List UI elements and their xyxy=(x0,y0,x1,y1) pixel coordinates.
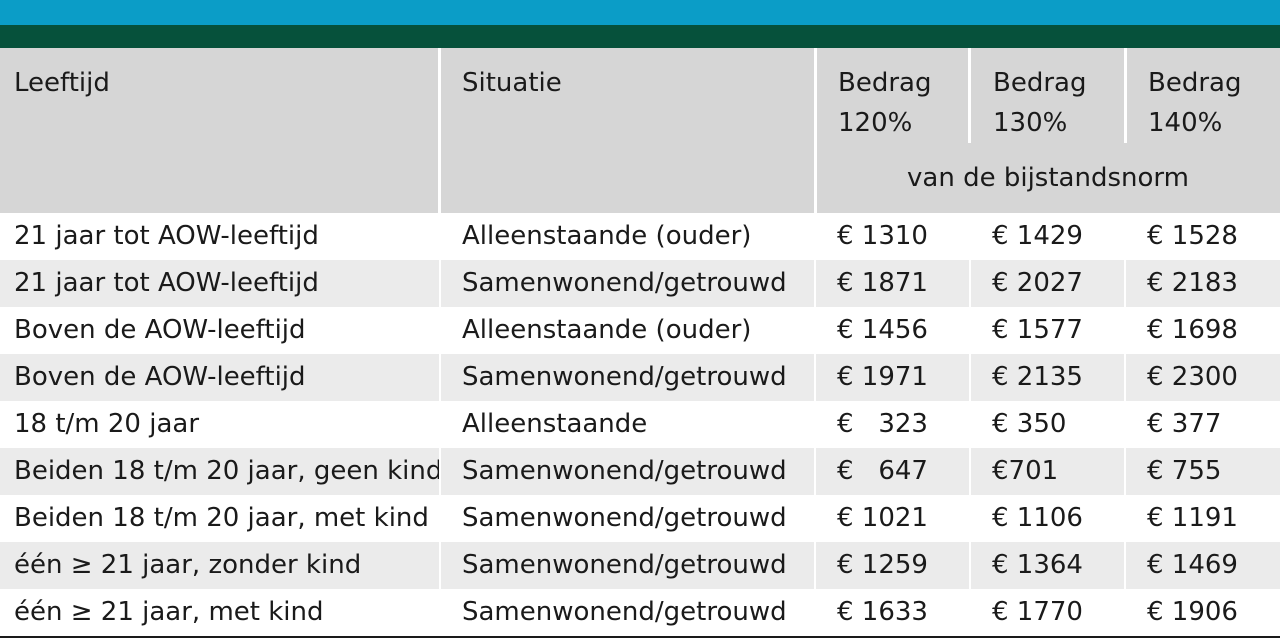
header-divider xyxy=(438,48,441,213)
cell-amount-130: € 2135 xyxy=(969,354,1125,401)
cell-situation: Alleenstaande (ouder) xyxy=(439,213,815,260)
cell-amount-130: € 2027 xyxy=(969,260,1125,307)
cell-age: Beiden 18 t/m 20 jaar, met kind xyxy=(14,503,429,533)
header-amount-percent: 130% xyxy=(993,108,1068,138)
table-bottom-rule xyxy=(0,636,1280,638)
cell-amount-120: € 1259 xyxy=(814,542,970,589)
cell-age: 18 t/m 20 jaar xyxy=(14,409,200,439)
cell-amount-120: € 647 xyxy=(814,448,970,495)
header-divider xyxy=(1124,48,1127,143)
table-row: Beiden 18 t/m 20 jaar, met kind Samenwon… xyxy=(0,495,1280,542)
cell-amount-130: € 1429 xyxy=(969,213,1125,260)
cell-age: één ≥ 21 jaar, zonder kind xyxy=(0,542,440,589)
cell-age: Beiden 18 t/m 20 jaar, geen kind xyxy=(0,448,440,495)
cell-age: Boven de AOW-leeftijd xyxy=(14,315,306,345)
cell-age: Boven de AOW-leeftijd xyxy=(0,354,440,401)
table-row: 21 jaar tot AOW-leeftijd Alleenstaande (… xyxy=(0,213,1280,260)
header-situation: Situatie xyxy=(462,68,562,98)
cell-situation: Alleenstaande (ouder) xyxy=(439,307,815,354)
cell-amount-130: € 1577 xyxy=(969,307,1125,354)
cell-situation: Samenwonend/getrouwd xyxy=(439,354,815,401)
cell-situation: Alleenstaande xyxy=(439,401,815,448)
cell-situation: Samenwonend/getrouwd xyxy=(439,448,815,495)
cell-amount-120: € 1971 xyxy=(814,354,970,401)
cell-situation: Samenwonend/getrouwd xyxy=(439,495,815,542)
cell-amount-130: € 350 xyxy=(969,401,1125,448)
cell-age: 21 jaar tot AOW-leeftijd xyxy=(14,221,319,251)
table-row: Beiden 18 t/m 20 jaar, geen kind Samenwo… xyxy=(0,448,1280,495)
benefits-table: 21 jaar tot AOW-leeftijd Alleenstaande (… xyxy=(0,213,1280,636)
cell-amount-120: € 323 xyxy=(814,401,970,448)
header-norm-label: van de bijstandsnorm xyxy=(907,163,1189,193)
header-divider xyxy=(814,48,817,213)
cell-age: 21 jaar tot AOW-leeftijd xyxy=(0,260,440,307)
header-amount-130: Bedrag 130% xyxy=(993,63,1086,143)
header-amount-percent: 120% xyxy=(838,108,913,138)
cell-amount-140: € 1906 xyxy=(1124,589,1280,636)
header-amount-label: Bedrag xyxy=(993,68,1087,98)
header-age: Leeftijd xyxy=(14,68,110,98)
header-amount-percent: 140% xyxy=(1148,108,1223,138)
cell-amount-130: € 1364 xyxy=(969,542,1125,589)
table-header: Leeftijd Situatie Bedrag 120% Bedrag 130… xyxy=(0,48,1280,213)
cell-amount-140: € 1191 xyxy=(1124,495,1280,542)
cell-situation: Samenwonend/getrouwd xyxy=(439,542,815,589)
cell-amount-140: € 1469 xyxy=(1124,542,1280,589)
cell-amount-120: € 1021 xyxy=(814,495,970,542)
table-row: Boven de AOW-leeftijd Alleenstaande (oud… xyxy=(0,307,1280,354)
cell-amount-120: € 1456 xyxy=(814,307,970,354)
table-row: 21 jaar tot AOW-leeftijd Samenwonend/get… xyxy=(0,260,1280,307)
cell-amount-140: € 2183 xyxy=(1124,260,1280,307)
header-amount-140: Bedrag 140% xyxy=(1148,63,1241,143)
cell-amount-130: € 1106 xyxy=(969,495,1125,542)
cell-amount-130: € 1770 xyxy=(969,589,1125,636)
table-row: één ≥ 21 jaar, zonder kind Samenwonend/g… xyxy=(0,542,1280,589)
cell-amount-120: € 1871 xyxy=(814,260,970,307)
cell-amount-130: €701 xyxy=(969,448,1125,495)
header-amount-label: Bedrag xyxy=(1148,68,1242,98)
table-row: 18 t/m 20 jaar Alleenstaande € 323 € 350… xyxy=(0,401,1280,448)
cell-age: één ≥ 21 jaar, met kind xyxy=(14,597,324,627)
cell-amount-140: € 2300 xyxy=(1124,354,1280,401)
cell-amount-120: € 1310 xyxy=(814,213,970,260)
cell-amount-140: € 1528 xyxy=(1124,213,1280,260)
cell-amount-140: € 755 xyxy=(1124,448,1280,495)
top-green-bar xyxy=(0,25,1280,48)
header-divider xyxy=(968,48,971,143)
cell-situation: Samenwonend/getrouwd xyxy=(439,260,815,307)
cell-amount-140: € 1698 xyxy=(1124,307,1280,354)
table-row: Boven de AOW-leeftijd Samenwonend/getrou… xyxy=(0,354,1280,401)
cell-situation: Samenwonend/getrouwd xyxy=(439,589,815,636)
header-amount-120: Bedrag 120% xyxy=(838,63,931,143)
table-row: één ≥ 21 jaar, met kind Samenwonend/getr… xyxy=(0,589,1280,636)
top-accent-bar xyxy=(0,0,1280,25)
cell-amount-140: € 377 xyxy=(1124,401,1280,448)
cell-amount-120: € 1633 xyxy=(814,589,970,636)
header-amount-label: Bedrag xyxy=(838,68,932,98)
